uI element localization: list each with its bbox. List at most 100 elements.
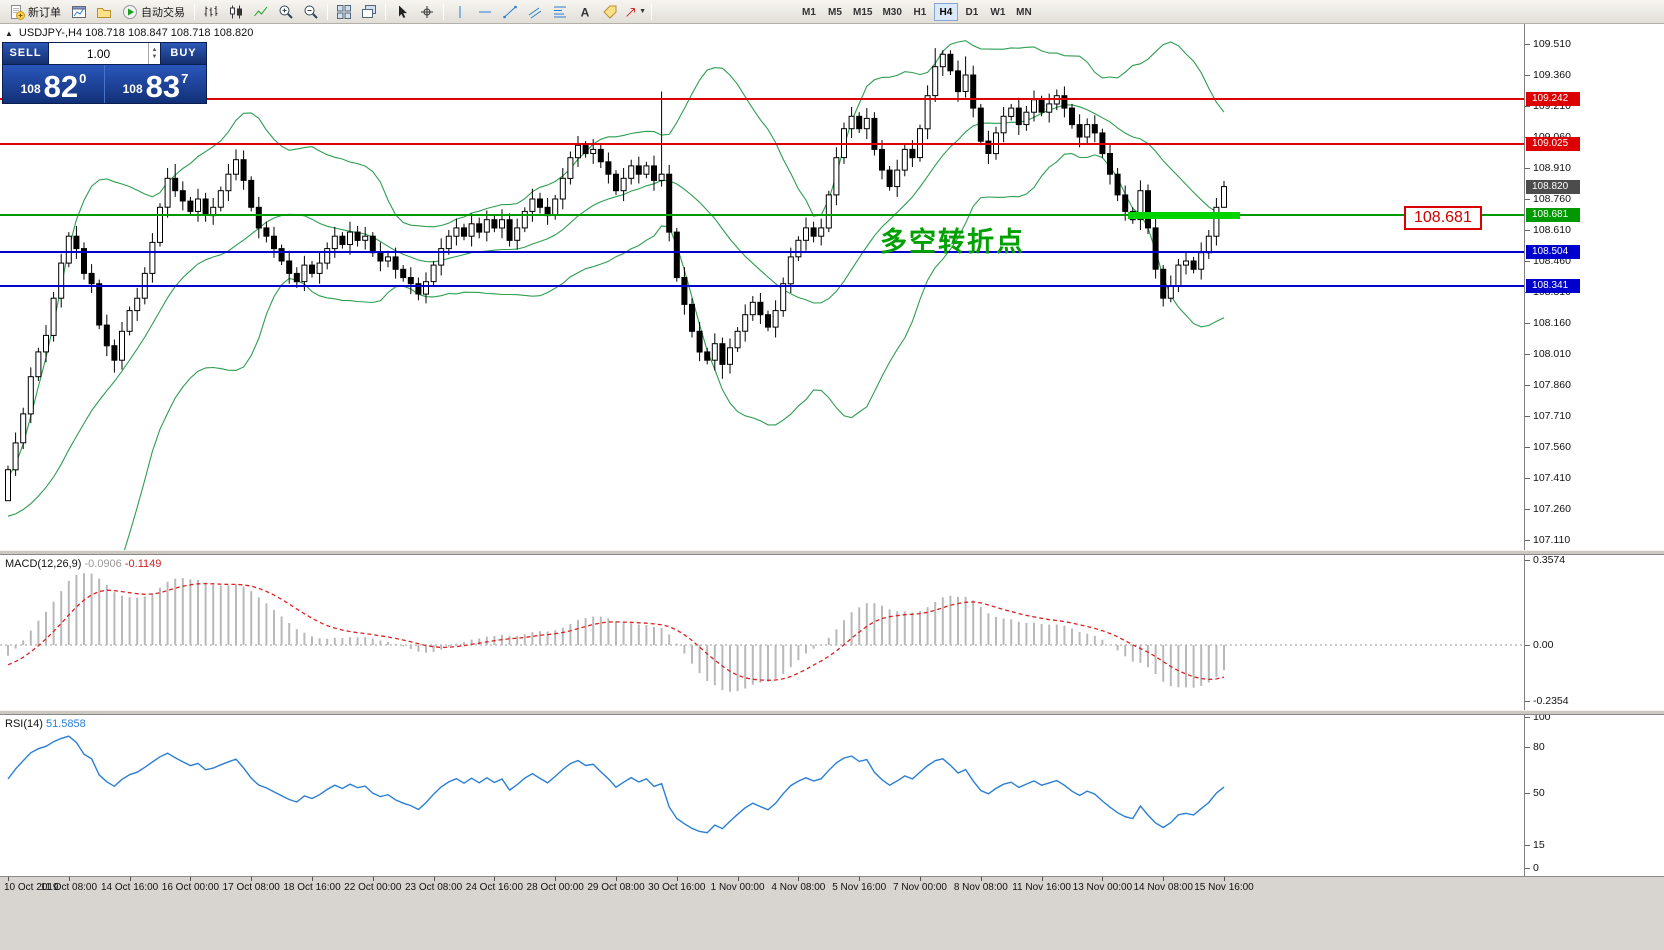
time-tick xyxy=(798,877,800,881)
fibonacci-tool-button[interactable] xyxy=(548,2,572,22)
timeframe-m15-button[interactable]: M15 xyxy=(853,6,873,18)
scale-label: 107.560 xyxy=(1525,441,1571,453)
time-label: 30 Oct 16:00 xyxy=(648,882,706,893)
sell-price-pip: 0 xyxy=(79,71,87,86)
horizontal-line-109.242[interactable] xyxy=(0,98,1524,101)
scale-label: 108.910 xyxy=(1525,162,1571,174)
dropdown-caret-icon: ▼ xyxy=(639,8,646,15)
arrows-tool-button[interactable]: ▼ xyxy=(623,2,647,22)
time-tick xyxy=(372,877,374,881)
volume-value[interactable]: 1.00 xyxy=(86,46,111,61)
time-axis[interactable]: 10 Oct 2019 11 Oct 08:00 14 Oct 16:00 16 Oc… xyxy=(0,876,1664,896)
horizontal-line-109.025[interactable] xyxy=(0,143,1524,146)
timeframe-mn-button[interactable]: MN xyxy=(1016,6,1032,18)
price-line-badge: 109.242 xyxy=(1526,92,1580,107)
highlight-segment[interactable] xyxy=(1128,212,1240,219)
sell-price-prefix: 108 xyxy=(20,82,41,96)
macd-chart[interactable] xyxy=(0,555,1524,710)
scale-label: 108.610 xyxy=(1525,224,1571,236)
buy-button[interactable]: BUY xyxy=(160,43,206,64)
new-order-label: 新订单 xyxy=(28,6,61,19)
timeframe-h1-button[interactable]: H1 xyxy=(913,6,927,18)
arrow-tool-icon xyxy=(626,7,635,17)
channel-tool-button[interactable] xyxy=(523,2,547,22)
sell-price-button[interactable]: 108 82 0 xyxy=(3,65,104,103)
zoom-out-icon xyxy=(304,5,318,19)
crosshair-tool-button[interactable] xyxy=(415,2,439,22)
time-tick xyxy=(433,877,435,881)
price-callout-label[interactable]: 108.681 xyxy=(1404,206,1482,230)
autotrading-button[interactable]: 自动交易 xyxy=(117,2,190,22)
timeframe-m30-button[interactable]: M30 xyxy=(882,6,902,18)
toolbar-separator xyxy=(385,3,386,20)
candlestick-chart-button[interactable] xyxy=(224,2,248,22)
new-order-button[interactable]: 新订单 xyxy=(4,2,66,22)
label-tool-button[interactable] xyxy=(598,2,622,22)
rsi-panel[interactable]: RSI(14) 51.5858 xyxy=(0,715,1524,876)
scale-label: 107.860 xyxy=(1525,379,1571,391)
time-label: 15 Nov 16:00 xyxy=(1194,882,1254,893)
time-label: 18 Oct 16:00 xyxy=(283,882,341,893)
chart-annotation-text[interactable]: 多空转折点 xyxy=(880,227,1025,257)
buy-price-pip: 7 xyxy=(181,71,189,86)
collapse-one-click-icon[interactable]: ▲ xyxy=(5,28,13,38)
volume-down-icon[interactable]: ▼ xyxy=(151,53,158,60)
horizontal-line-108.341[interactable] xyxy=(0,284,1524,287)
horizontal-line-tool-button[interactable] xyxy=(473,2,497,22)
price-line-badge: 109.025 xyxy=(1526,137,1580,152)
time-tick xyxy=(251,877,253,881)
cursor-tool-button[interactable] xyxy=(390,2,414,22)
trendline-tool-button[interactable] xyxy=(498,2,522,22)
toolbar-separator xyxy=(327,3,328,20)
label-icon xyxy=(603,5,617,19)
time-tick xyxy=(920,877,921,881)
horizontal-line-108.681[interactable] xyxy=(0,214,1524,217)
timeframe-m1-button[interactable]: M1 xyxy=(802,6,816,18)
price-scale[interactable]: 109.510109.360109.210109.060108.910108.7… xyxy=(1524,24,1664,876)
macd-panel[interactable]: MACD(12,26,9) -0.0906 -0.1149 xyxy=(0,555,1524,710)
text-tool-button[interactable]: A xyxy=(573,2,597,22)
tile-windows-icon xyxy=(337,4,351,19)
macd-signal-value: -0.1149 xyxy=(124,558,162,570)
macd-signal-line xyxy=(7,582,1225,681)
zoom-out-button[interactable] xyxy=(299,2,323,22)
time-tick xyxy=(1224,877,1225,881)
time-tick xyxy=(1163,877,1165,881)
line-chart-button[interactable] xyxy=(249,2,273,22)
panel-divider[interactable] xyxy=(0,550,1664,555)
line-chart-icon xyxy=(254,6,268,16)
volume-up-icon[interactable]: ▲ xyxy=(151,46,158,53)
zoom-in-button[interactable] xyxy=(274,2,298,22)
panel-divider[interactable] xyxy=(0,710,1664,715)
scale-label: 15 xyxy=(1525,839,1545,852)
main-chart-panel[interactable]: ▲ USDJPY-,H4 108.718 108.847 108.718 108… xyxy=(0,24,1524,550)
timeframe-h4-button[interactable]: H4 xyxy=(933,2,958,21)
ohlc-bars-chart-button[interactable] xyxy=(199,2,223,22)
candlestick-series xyxy=(5,48,1227,502)
scale-label: 80 xyxy=(1525,741,1545,754)
profiles-button[interactable] xyxy=(92,2,116,22)
vertical-line-tool-button[interactable] xyxy=(448,2,472,22)
vertical-line-icon xyxy=(459,5,461,18)
autotrading-label: 自动交易 xyxy=(141,6,185,19)
chart-window-button[interactable] xyxy=(67,2,91,22)
time-label: 23 Oct 08:00 xyxy=(404,882,463,893)
time-label: 4 Nov 08:00 xyxy=(771,882,826,893)
tile-windows-button[interactable] xyxy=(332,2,356,22)
candlestick-chart[interactable] xyxy=(0,24,1524,550)
volume-field[interactable]: 1.00 ▲ ▼ xyxy=(49,43,160,64)
timeframe-m5-button[interactable]: M5 xyxy=(828,6,842,18)
cascade-windows-button[interactable] xyxy=(357,2,381,22)
macd-name: MACD(12,26,9) xyxy=(5,558,82,570)
bollinger-lower-band xyxy=(123,153,1225,550)
scale-label: 107.410 xyxy=(1525,472,1571,484)
buy-price-button[interactable]: 108 83 7 xyxy=(105,65,206,103)
price-line-badge: 108.681 xyxy=(1526,208,1580,223)
candlestick-icon xyxy=(230,5,242,18)
sell-button[interactable]: SELL xyxy=(3,43,49,64)
timeframe-w1-button[interactable]: W1 xyxy=(990,6,1006,18)
timeframe-d1-button[interactable]: D1 xyxy=(965,6,979,18)
horizontal-line-108.504[interactable] xyxy=(0,250,1524,253)
time-tick xyxy=(737,877,739,881)
rsi-chart[interactable] xyxy=(0,715,1524,876)
